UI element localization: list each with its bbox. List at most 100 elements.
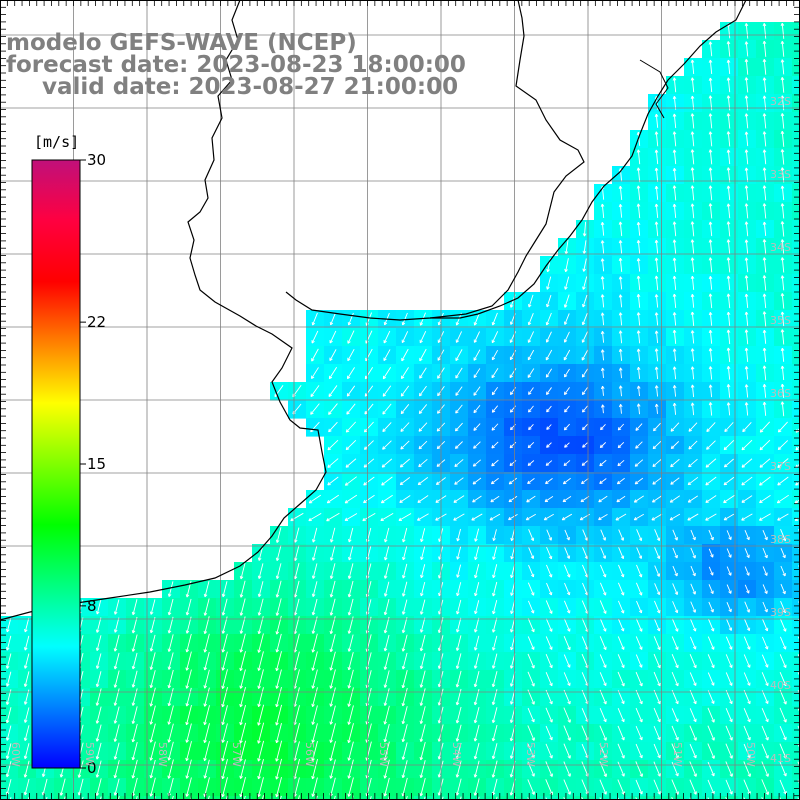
wind-cell bbox=[666, 796, 685, 800]
wind-arrow bbox=[726, 257, 731, 273]
wind-arrow bbox=[419, 760, 426, 779]
wind-cell bbox=[792, 526, 800, 545]
wind-cell bbox=[792, 490, 800, 509]
wind-arrow bbox=[329, 580, 336, 598]
wind-arrow bbox=[382, 385, 392, 397]
wind-arrow bbox=[113, 670, 120, 688]
wind-arrow bbox=[670, 477, 680, 485]
wind-arrow bbox=[491, 331, 499, 344]
wind-arrow bbox=[420, 564, 426, 579]
wind-arrow bbox=[239, 686, 246, 708]
wind-arrow bbox=[780, 347, 785, 362]
wind-cell bbox=[792, 562, 800, 581]
wind-arrow bbox=[474, 528, 480, 542]
wind-arrow bbox=[636, 167, 641, 183]
wind-arrow bbox=[708, 131, 713, 147]
wind-arrow bbox=[780, 77, 785, 93]
wind-arrow bbox=[95, 653, 102, 669]
wind-arrow bbox=[690, 221, 695, 237]
wind-arrow bbox=[489, 513, 501, 521]
wind-cell bbox=[288, 796, 307, 800]
wind-arrow bbox=[491, 617, 498, 633]
wind-arrow bbox=[779, 761, 787, 777]
wind-arrow bbox=[490, 477, 499, 485]
wind-arrow bbox=[546, 564, 553, 578]
wind-arrow bbox=[5, 761, 12, 778]
wind-cell bbox=[324, 796, 343, 800]
wind-arrow bbox=[723, 458, 734, 468]
wind-arrow bbox=[780, 130, 785, 147]
wind-arrow bbox=[527, 636, 535, 650]
wind-arrow bbox=[780, 601, 787, 614]
wind-cell bbox=[792, 130, 800, 149]
wind-arrow bbox=[690, 366, 695, 380]
wind-arrow bbox=[636, 366, 641, 379]
wind-arrow bbox=[455, 386, 463, 396]
wind-arrow bbox=[563, 294, 570, 308]
wind-arrow bbox=[149, 599, 156, 615]
wind-arrow bbox=[113, 617, 120, 633]
wind-arrow bbox=[311, 545, 318, 561]
wind-arrow bbox=[207, 795, 210, 800]
wind-cell bbox=[792, 652, 800, 671]
wind-arrow bbox=[167, 652, 174, 670]
wind-arrow bbox=[347, 741, 354, 761]
wind-arrow bbox=[23, 707, 30, 723]
wind-arrow bbox=[654, 366, 659, 380]
wind-arrow bbox=[5, 743, 12, 759]
latitude-label: 34S bbox=[770, 241, 791, 254]
wind-arrow bbox=[762, 566, 768, 576]
wind-arrow bbox=[329, 687, 336, 707]
wind-arrow bbox=[636, 529, 643, 542]
wind-arrow bbox=[654, 583, 661, 596]
wind-arrow bbox=[564, 442, 570, 448]
wind-arrow bbox=[672, 96, 677, 110]
wind-arrow bbox=[705, 513, 717, 521]
wind-cell bbox=[540, 796, 559, 800]
wind-arrow bbox=[761, 690, 769, 704]
latitude-label: 33S bbox=[770, 168, 791, 181]
wind-arrow bbox=[59, 778, 66, 796]
wind-arrow bbox=[203, 651, 210, 671]
wind-arrow bbox=[491, 423, 499, 431]
wind-arrow bbox=[527, 312, 534, 326]
wind-arrow bbox=[723, 513, 735, 521]
wind-arrow bbox=[726, 41, 731, 57]
latitude-label: 36S bbox=[770, 387, 791, 400]
wind-arrow bbox=[600, 367, 605, 378]
wind-arrow bbox=[257, 598, 264, 616]
wind-arrow bbox=[708, 402, 713, 416]
wind-arrow bbox=[654, 330, 659, 344]
wind-arrow bbox=[636, 385, 641, 397]
wind-arrow bbox=[203, 581, 210, 598]
wind-arrow bbox=[347, 330, 355, 344]
wind-arrow bbox=[527, 671, 535, 687]
wind-arrow bbox=[221, 740, 228, 762]
wind-cell bbox=[792, 94, 800, 113]
wind-arrow bbox=[744, 329, 749, 345]
wind-arrow bbox=[762, 601, 768, 613]
wind-arrow bbox=[275, 669, 282, 689]
wind-arrow bbox=[344, 476, 357, 486]
wind-cell bbox=[792, 688, 800, 707]
wind-arrow bbox=[149, 705, 156, 725]
wind-arrow bbox=[185, 616, 192, 634]
wind-cell bbox=[792, 220, 800, 239]
wind-arrow bbox=[221, 759, 228, 780]
wind-arrow bbox=[690, 257, 695, 273]
wind-arrow bbox=[401, 724, 408, 743]
wind-arrow bbox=[618, 185, 623, 200]
wind-arrow bbox=[726, 329, 731, 345]
wind-arrow bbox=[744, 548, 750, 559]
wind-arrow bbox=[401, 687, 408, 707]
wind-arrow bbox=[563, 600, 571, 614]
wind-cell bbox=[216, 796, 235, 800]
wind-arrow bbox=[545, 312, 552, 326]
wind-arrow bbox=[672, 203, 677, 218]
wind-arrow bbox=[344, 513, 358, 521]
wind-arrow bbox=[563, 654, 571, 668]
wind-arrow bbox=[600, 294, 605, 308]
wind-arrow bbox=[777, 458, 789, 468]
wind-arrow bbox=[346, 385, 356, 397]
wind-arrow bbox=[311, 758, 318, 780]
